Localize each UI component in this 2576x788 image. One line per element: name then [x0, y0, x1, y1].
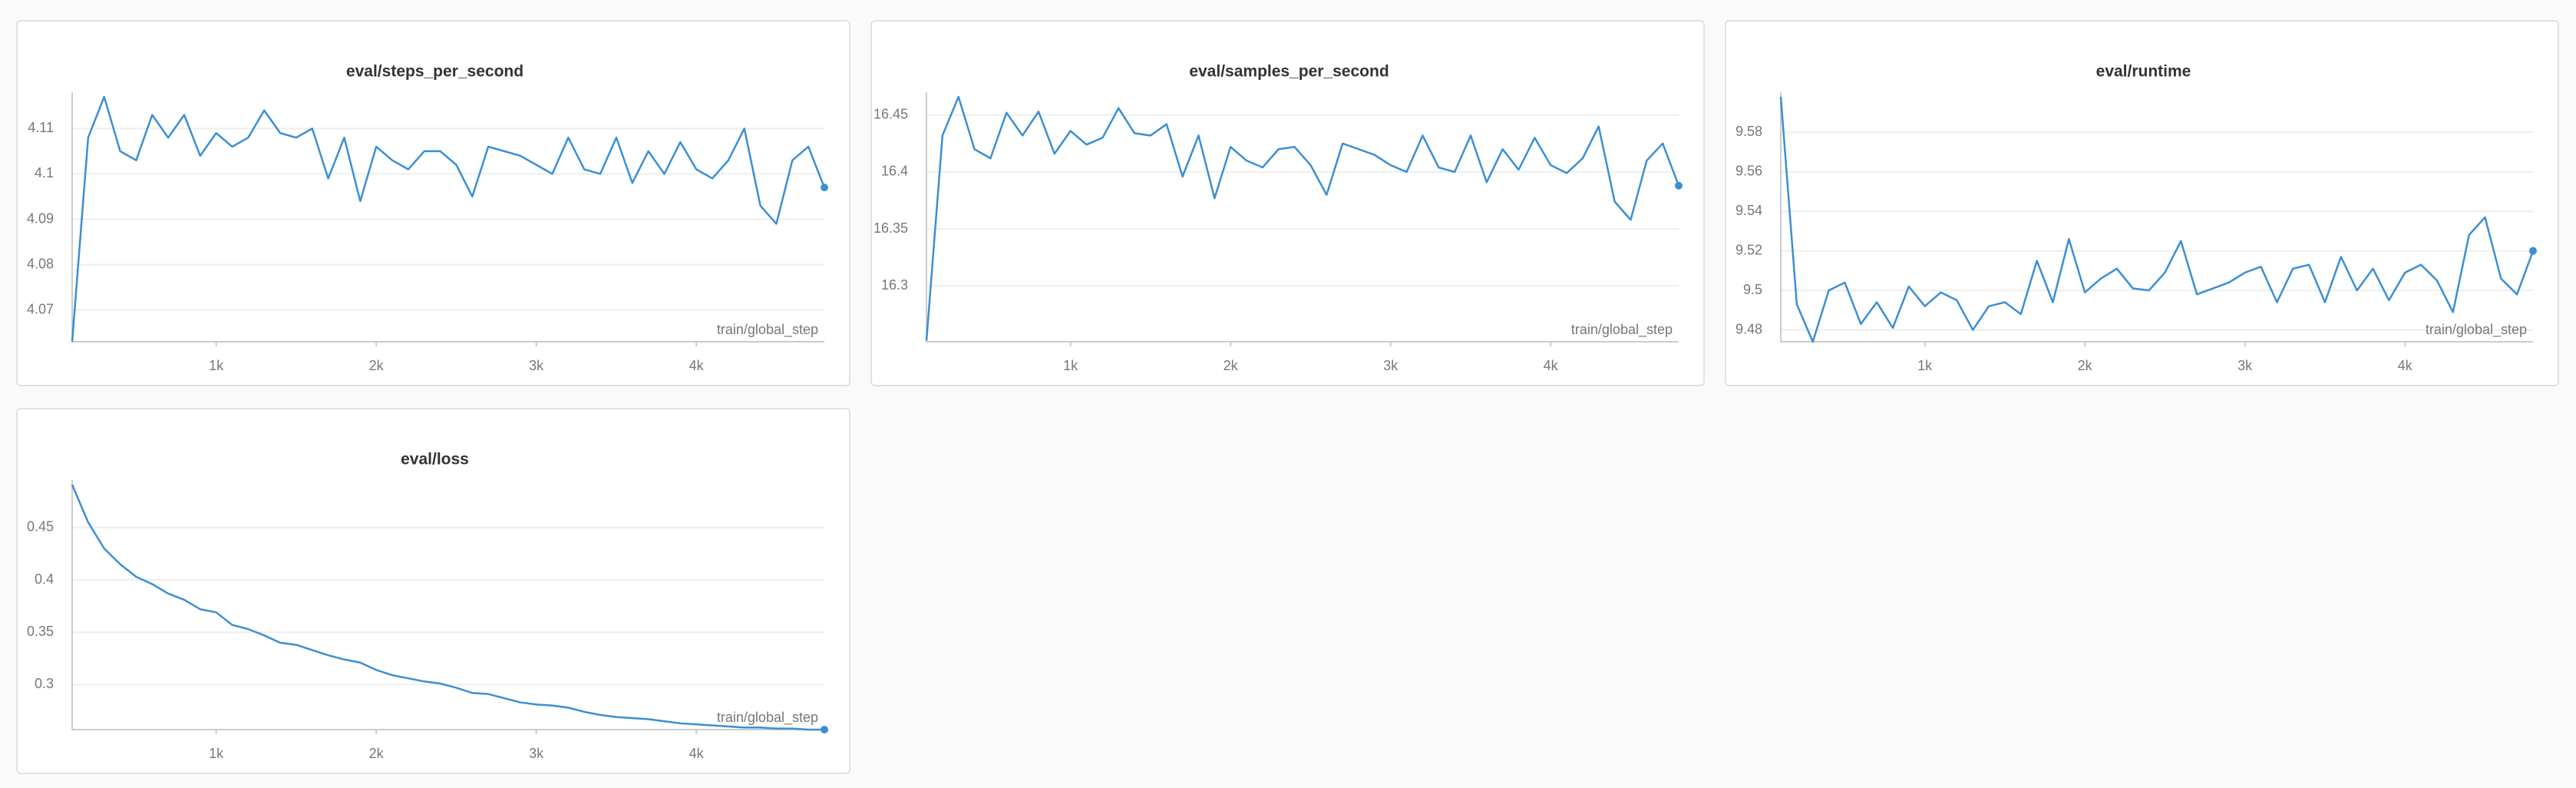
x-axis-label: train/global_step	[717, 710, 818, 726]
x-tick-label: 4k	[2398, 358, 2413, 373]
y-tick-label: 9.54	[1735, 203, 1762, 218]
x-tick-label: 2k	[369, 358, 385, 373]
y-tick-label: 9.52	[1735, 242, 1762, 257]
x-tick-label: 2k	[369, 746, 385, 761]
chart-panel: eval/samples_per_second 16.3 16.35 16.4 16.4…	[870, 20, 1705, 386]
chart-title: eval/runtime	[2096, 63, 2191, 81]
x-tick-label: 4k	[689, 358, 705, 373]
chart: eval/runtime 9.48 9.5 9.52 9.54 9.56 9.58 1k 2k 3…	[1735, 63, 2537, 373]
y-tick-label: 16.35	[874, 220, 908, 236]
y-tick-label: 4.07	[27, 301, 54, 316]
series-line	[71, 484, 824, 731]
x-tick-label: 3k	[529, 358, 544, 373]
y-tick-label: 0.3	[35, 676, 54, 691]
x-axis-label: train/global_step	[717, 322, 818, 338]
y-tick-label: 4.1	[35, 165, 54, 180]
series-line	[71, 95, 826, 343]
x-tick-label: 1k	[1063, 358, 1078, 373]
y-tick-label: 16.3	[881, 277, 908, 293]
y-tick-label: 9.48	[1735, 321, 1762, 336]
y-tick-label: 9.58	[1735, 124, 1762, 139]
x-tick-label: 3k	[1383, 358, 1399, 373]
x-tick-label: 1k	[209, 746, 224, 761]
chart-title: eval/loss	[401, 451, 469, 468]
x-tick-label: 1k	[209, 358, 224, 373]
x-tick-label: 1k	[1917, 358, 1933, 373]
y-tick-label: 16.4	[881, 164, 908, 179]
chart-panel: eval/steps_per_second 4.07 4.08 4.09 4.1 4.11…	[16, 20, 850, 386]
y-tick-label: 0.4	[35, 571, 54, 587]
x-tick-label: 3k	[2237, 358, 2253, 373]
chart-title: eval/steps_per_second	[346, 63, 523, 81]
end-point	[1675, 181, 1683, 190]
chart-title: eval/samples_per_second	[1189, 63, 1389, 81]
chart: eval/samples_per_second 16.3 16.35 16.4 16.4…	[874, 63, 1683, 373]
x-tick-label: 2k	[2078, 358, 2093, 373]
y-tick-label: 4.11	[28, 120, 54, 135]
x-tick-label: 4k	[689, 746, 705, 761]
y-tick-label: 4.08	[27, 256, 54, 271]
chart: eval/loss 0.3 0.35 0.4 0.45 1k 2k 3k 4k train/glo…	[27, 451, 828, 761]
chart-panel: eval/runtime 9.48 9.5 9.52 9.54 9.56 9.58 1k 2k 3…	[1725, 20, 2559, 386]
y-tick-label: 4.09	[27, 210, 54, 226]
end-point	[821, 726, 828, 733]
series-line	[1779, 96, 2535, 343]
x-axis-label: train/global_step	[1571, 322, 1673, 338]
x-tick-label: 3k	[529, 746, 544, 761]
y-tick-label: 9.5	[1743, 282, 1762, 297]
chart: eval/steps_per_second 4.07 4.08 4.09 4.1 4.11…	[27, 63, 828, 373]
x-tick-label: 2k	[1224, 358, 1239, 373]
end-point	[821, 184, 828, 192]
y-tick-label: 9.56	[1735, 164, 1762, 179]
y-tick-label: 0.35	[27, 624, 54, 639]
chart-panel: eval/loss 0.3 0.35 0.4 0.45 1k 2k 3k 4k train/glo…	[16, 408, 850, 774]
end-point	[2529, 247, 2537, 255]
series-line	[925, 95, 1680, 341]
y-tick-label: 16.45	[874, 106, 908, 121]
x-tick-label: 4k	[1544, 358, 1559, 373]
y-tick-label: 0.45	[27, 519, 54, 535]
x-axis-label: train/global_step	[2426, 322, 2527, 338]
